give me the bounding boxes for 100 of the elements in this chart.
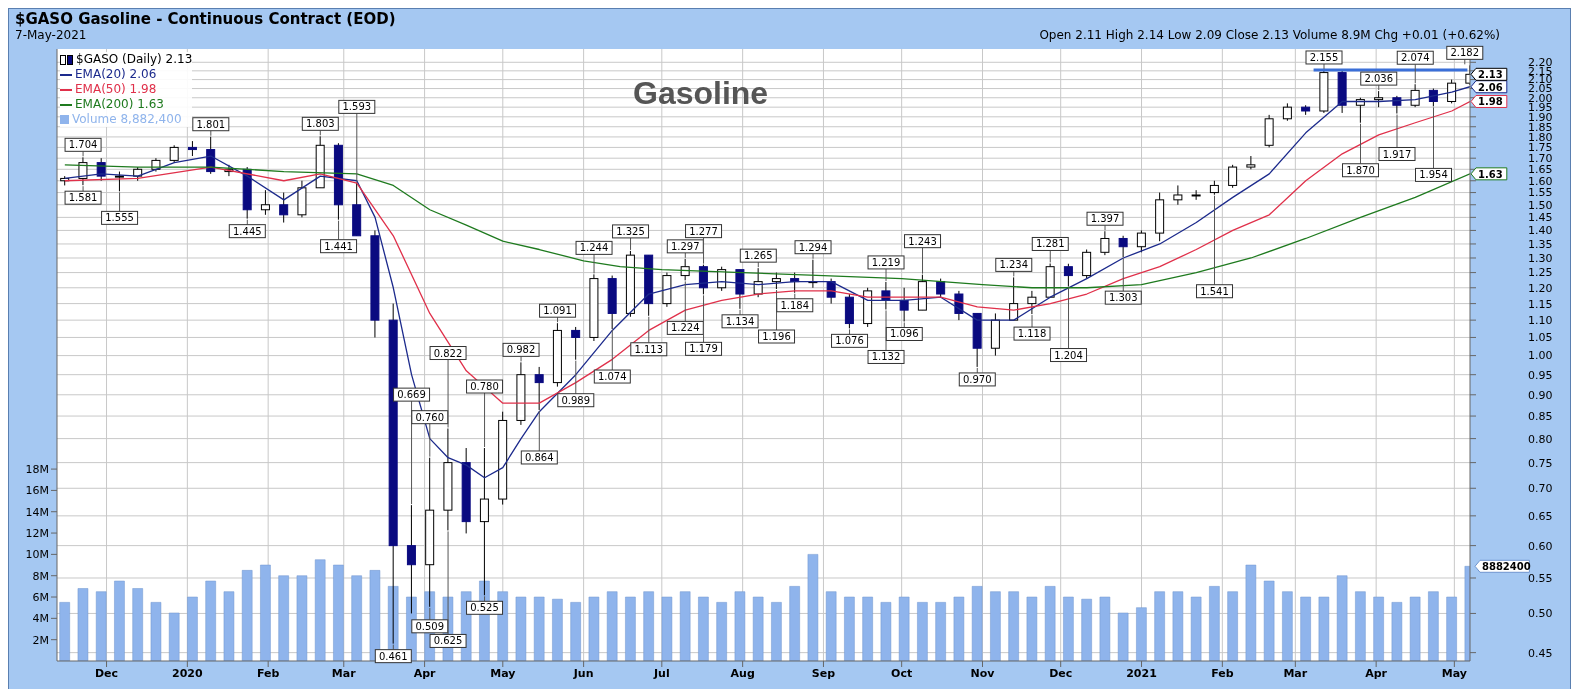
callout-tag: 1.555: [101, 191, 139, 225]
callout-tag: 0.780: [466, 379, 504, 448]
annotation: 1.134: [725, 315, 755, 327]
legend-label: $GASO (Daily) 2.13: [76, 52, 193, 67]
y-tick-label: 0.80: [1528, 432, 1553, 446]
annotation: 0.461: [378, 650, 408, 662]
y-tick-label: 0.65: [1528, 509, 1553, 523]
callout-tag: 1.441: [320, 220, 358, 254]
annotation: 1.870: [1346, 164, 1375, 176]
y-tick-label: 1.75: [1528, 141, 1553, 155]
x-tick-label: Feb: [256, 666, 280, 680]
x-tick-label: Dec: [94, 666, 119, 680]
annotation: 0.822: [433, 347, 463, 359]
annotation: 1.325: [616, 225, 645, 237]
annotation: 1.244: [579, 242, 609, 254]
y-tick-label: 1.35: [1528, 237, 1553, 251]
chart-subtitle: 7-May-2021: [15, 28, 87, 42]
x-tick-label: Apr: [1365, 666, 1388, 680]
annotation: 2.182: [1450, 47, 1480, 59]
callout-tag: 1.244: [575, 240, 613, 274]
x-tick-label: May: [490, 666, 516, 680]
y-tick-label: 1.00: [1528, 349, 1553, 363]
annotation: 1.243: [908, 235, 937, 247]
annotation: 1.118: [1017, 328, 1047, 340]
data-label: 8882400: [1482, 561, 1531, 573]
x-tick-label: Dec: [1049, 666, 1073, 680]
callout-tag: 1.204: [1050, 287, 1087, 363]
x-tick-label: 2021: [1126, 666, 1157, 680]
y-tick-label: 0.90: [1528, 388, 1553, 402]
y-tick-label: 0.70: [1528, 482, 1553, 496]
callout-tag: 1.593: [338, 99, 376, 182]
callout-tag: 2.074: [1396, 50, 1434, 84]
y-tick-label: 1.20: [1528, 281, 1553, 295]
data-label: 1.63: [1478, 168, 1503, 180]
x-tick-label: Jul: [652, 666, 670, 680]
data-label: 1.98: [1478, 96, 1503, 108]
annotation: Gasoline: [633, 75, 769, 112]
x-tick-label: Oct: [891, 666, 913, 680]
annotation: 1.954: [1419, 169, 1448, 181]
annotation: 1.076: [835, 335, 864, 347]
annotation: 1.265: [743, 250, 773, 262]
annotation: 1.196: [762, 331, 791, 343]
y2-tick-label: 10M: [25, 548, 49, 562]
chart-title: $GASO Gasoline - Continuous Contract (EOD): [15, 9, 397, 28]
y-tick-label: 1.10: [1528, 314, 1553, 328]
y-tick-label: 1.15: [1528, 297, 1553, 311]
annotation: 1.801: [196, 118, 226, 130]
annotation: 1.113: [634, 343, 664, 355]
y-tick-label: 0.55: [1528, 571, 1553, 585]
y-tick-label: 0.85: [1528, 409, 1553, 423]
annotation: 1.297: [670, 240, 700, 252]
y-tick-label: 1.05: [1528, 331, 1553, 345]
legend-label: Volume 8,882,400: [72, 112, 182, 127]
annotation: 1.219: [871, 256, 901, 268]
y-tick-label: 1.70: [1528, 152, 1553, 166]
annotation: 1.179: [689, 343, 718, 355]
callout-tag: 0.989: [557, 360, 595, 408]
annotation: 0.982: [506, 344, 536, 356]
y2-tick-label: 12M: [25, 526, 49, 540]
annotation: 1.074: [597, 371, 627, 383]
y-tick-label: 0.45: [1528, 646, 1553, 660]
data-label: 2.06: [1478, 81, 1503, 93]
x-tick-label: 2020: [172, 666, 203, 680]
annotation: 1.184: [780, 299, 810, 311]
annotation: 1.397: [1090, 213, 1120, 225]
callout-tag: 1.074: [593, 329, 631, 384]
y-tick-label: 1.65: [1528, 163, 1553, 177]
y2-tick-label: 6M: [32, 590, 49, 604]
y-tick-label: 0.95: [1528, 368, 1553, 382]
y-tick-label: 1.50: [1528, 198, 1553, 212]
y-tick-label: 1.40: [1528, 224, 1553, 238]
callout-tag: 1.224: [666, 280, 704, 335]
annotation: 2.036: [1364, 73, 1394, 85]
y2-tick-label: 4M: [32, 612, 49, 626]
annotation: 1.096: [889, 328, 919, 340]
annotation: 1.204: [1054, 349, 1083, 361]
callout-tag: 0.864: [520, 410, 558, 465]
annotation: 0.760: [415, 411, 445, 423]
x-tick-label: Sep: [811, 666, 836, 680]
annotation: 1.555: [105, 212, 134, 224]
annotation: 1.303: [1108, 292, 1138, 304]
annotation: 1.541: [1200, 285, 1229, 297]
annotation: 0.509: [415, 620, 445, 632]
annotation: 1.593: [342, 101, 372, 113]
annotation: 1.224: [670, 322, 700, 334]
annotation: 1.917: [1382, 148, 1412, 160]
x-tick-label: Mar: [331, 666, 357, 680]
annotation: 1.803: [305, 118, 335, 130]
y2-tick-label: 16M: [25, 484, 49, 498]
annotation: 1.704: [68, 139, 98, 151]
y-tick-label: 1.55: [1528, 186, 1553, 200]
annotation: 0.864: [524, 451, 554, 463]
callout-tag: 0.760: [411, 410, 449, 458]
annotation: 1.132: [871, 351, 901, 363]
annotation: 1.091: [543, 305, 572, 317]
annotation: 2.13: [1478, 69, 1503, 81]
y2-tick-label: 18M: [25, 462, 49, 476]
y-tick-label: 1.60: [1528, 174, 1553, 188]
callout-tag: 1.541: [1196, 195, 1233, 299]
x-tick-label: May: [1441, 666, 1467, 680]
